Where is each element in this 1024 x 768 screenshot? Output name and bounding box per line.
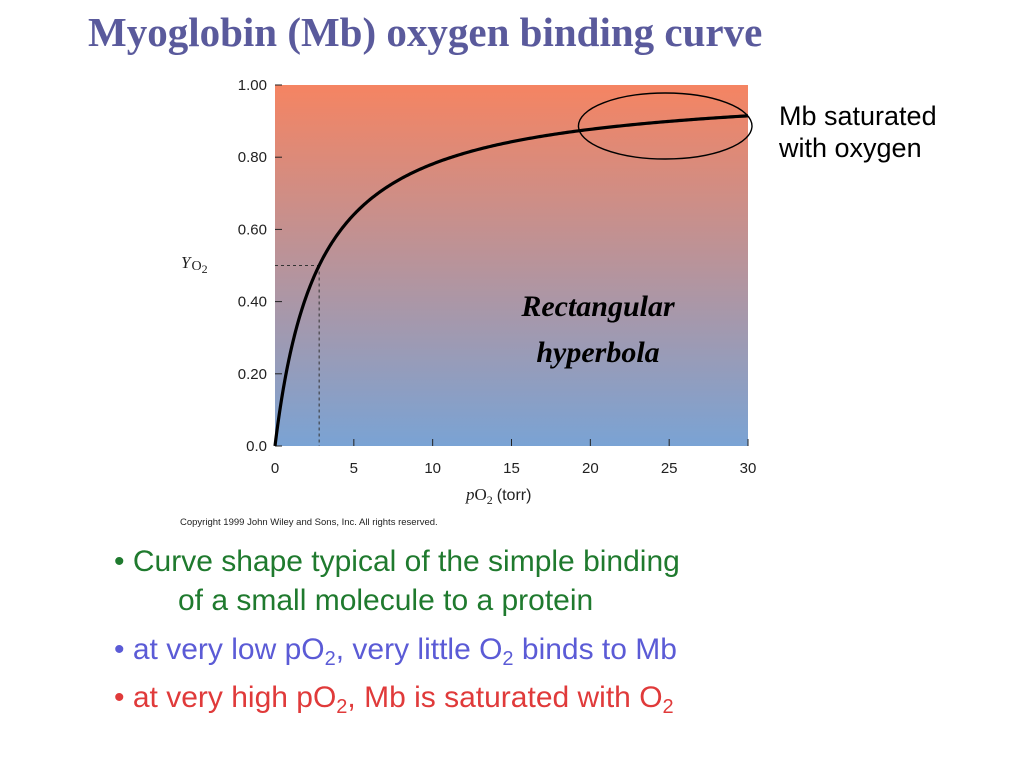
curve-annotation-line1: Rectangular — [520, 290, 675, 323]
x-tick-label: 30 — [740, 460, 757, 477]
x-tick-label: 20 — [582, 460, 599, 477]
y-tick-label: 0.20 — [238, 366, 267, 383]
oxygen-binding-chart: 0.0 0.20 0.40 0.60 0.80 1.00 0 5 10 15 20 25 30 Rect… — [181, 77, 757, 507]
curve-annotation-line2: hyperbola — [536, 336, 659, 369]
bullet-marker: • — [114, 633, 125, 666]
bullet-list: • Curve shape typical of the simple bind… — [114, 542, 680, 722]
x-tick-label: 5 — [350, 460, 358, 477]
x-tick-label: 0 — [271, 460, 279, 477]
p50-reference-lines — [275, 265, 320, 446]
copyright-notice: Copyright 1999 John Wiley and Sons, Inc.… — [180, 517, 438, 528]
bullet-marker: • — [114, 545, 125, 578]
saturation-note: Mb saturated with oxygen — [779, 100, 937, 164]
bullet-text-line2: of a small molecule to a protein — [178, 584, 594, 617]
bullet-high-po2: • at very high pO2, Mb is saturated with… — [114, 681, 674, 718]
y-tick-label: 0.0 — [246, 438, 267, 455]
y-tick-label: 0.40 — [238, 294, 267, 311]
plot-area — [275, 85, 748, 446]
binding-curve — [273, 114, 749, 447]
x-axis-label: pO2 (torr) — [465, 485, 531, 507]
saturation-ellipse — [577, 92, 753, 160]
bullet-text-line1: Curve shape typical of the simple bindin… — [132, 545, 680, 578]
x-tick-label: 25 — [661, 460, 678, 477]
saturation-note-line1: Mb saturated — [779, 101, 937, 131]
y-tick-label: 0.80 — [238, 149, 267, 166]
saturation-note-line2: with oxygen — [779, 133, 922, 163]
y-axis-label: YO2 — [181, 253, 208, 276]
x-tick-label: 10 — [424, 460, 441, 477]
bullet-low-po2: • at very low pO2, very little O2 binds … — [114, 633, 677, 670]
slide-title: Myoglobin (Mb) oxygen binding curve — [88, 9, 763, 55]
y-tick-label: 0.60 — [238, 221, 267, 238]
bullet-curve-shape: • Curve shape typical of the simple bind… — [114, 542, 680, 626]
bullet-marker: • — [114, 681, 125, 714]
x-tick-label: 15 — [503, 460, 520, 477]
axis-ticks: 0.0 0.20 0.40 0.60 0.80 1.00 0 5 10 15 20 25 30 — [238, 77, 757, 477]
y-tick-label: 1.00 — [238, 77, 267, 94]
